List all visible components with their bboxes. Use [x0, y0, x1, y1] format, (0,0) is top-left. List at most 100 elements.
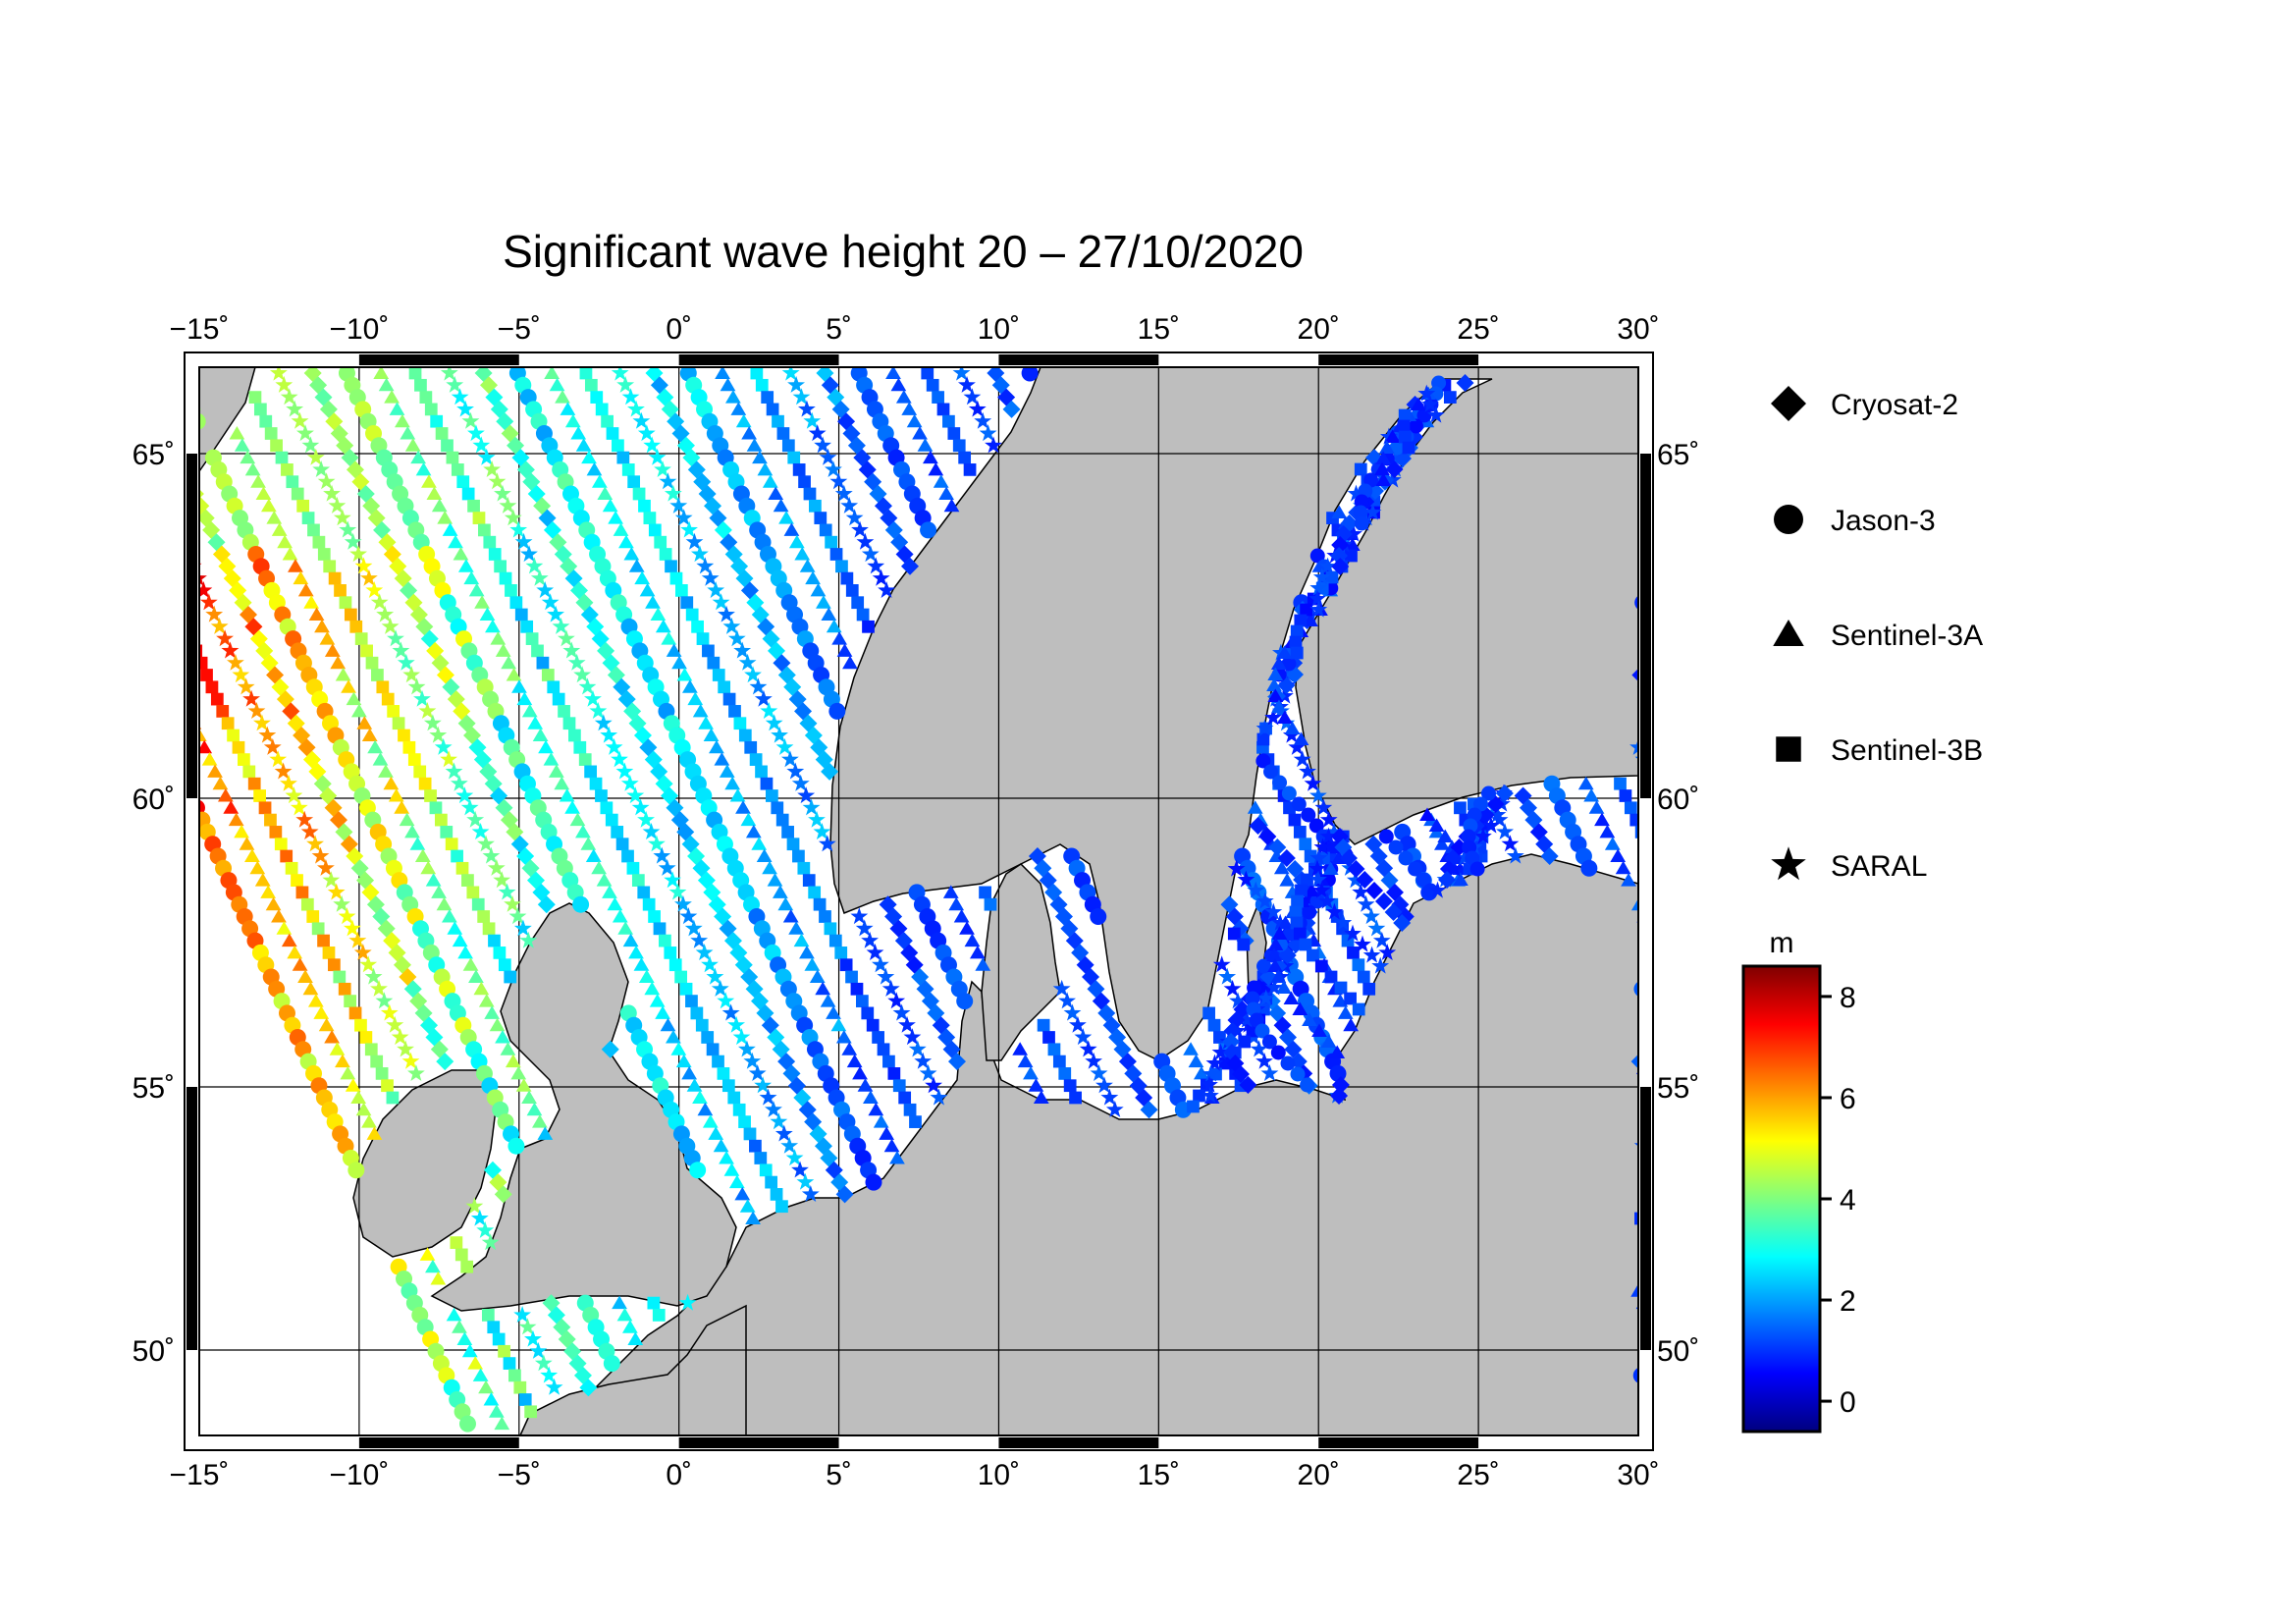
track-point [715, 367, 730, 379]
track-point [850, 907, 869, 925]
track-point [1291, 894, 1304, 908]
track-point [1354, 515, 1369, 531]
track-point [719, 764, 735, 778]
track-point [288, 559, 303, 572]
track-point [958, 375, 976, 393]
track-point [1347, 860, 1365, 878]
track-point [527, 716, 544, 730]
colorbar-unit: m [1770, 927, 1794, 959]
lat-tick-label-left: 50˚ [133, 1335, 175, 1368]
track-point [516, 691, 533, 706]
track-point [1193, 1089, 1205, 1103]
track-point [575, 438, 592, 452]
track-point [445, 762, 463, 780]
track-point [1384, 429, 1401, 443]
track-point [845, 970, 858, 984]
track-point [1183, 1042, 1199, 1055]
track-point [1023, 1065, 1039, 1080]
map-tick-labels: −15˚ −15˚ −10˚ −10˚ −5˚ −5˚ 0˚ 0˚ 5˚ 5˚ 10˚ 10˚ 15˚ 1… [133, 313, 1700, 1491]
track-point [446, 375, 464, 393]
track-point [845, 584, 859, 597]
track-point [504, 509, 522, 526]
track-point [493, 947, 507, 959]
track-point [797, 861, 811, 875]
track-point [1331, 558, 1350, 575]
track-point [334, 584, 347, 597]
track-point [712, 669, 725, 681]
track-point [816, 595, 831, 609]
track-point [1292, 1001, 1308, 1015]
track-point [229, 426, 245, 440]
lon-tick-label-top: 15˚ [1138, 313, 1180, 346]
track-point [1384, 903, 1403, 921]
track-point [735, 800, 751, 814]
track-point [752, 450, 768, 464]
track-point [437, 511, 454, 524]
track-point [1201, 1075, 1218, 1093]
track-point [1301, 807, 1316, 823]
colorbar-tick-label: 8 [1840, 982, 1856, 1014]
track-point [345, 1078, 361, 1092]
track-point [781, 439, 795, 453]
track-point [730, 402, 747, 415]
track-point [585, 848, 602, 862]
track-point [341, 679, 356, 693]
track-point [603, 1355, 620, 1373]
track-point [794, 547, 811, 561]
lon-tick-label-bottom: −10˚ [329, 1459, 389, 1491]
track-point [816, 367, 834, 382]
track-point [801, 1185, 820, 1202]
track-point [249, 860, 266, 875]
track-point [1330, 1087, 1349, 1105]
track-point [792, 849, 805, 863]
track-point [248, 391, 262, 404]
track-point [1374, 893, 1393, 910]
track-point [555, 390, 570, 404]
track-point [1212, 955, 1231, 973]
track-point [855, 919, 874, 937]
track-point [435, 427, 449, 440]
track-point [205, 605, 224, 622]
track-point [290, 798, 308, 816]
track-point [873, 1114, 889, 1128]
colorbar-tick-label: 4 [1840, 1184, 1856, 1217]
track-point [495, 643, 511, 657]
track-point [506, 668, 522, 681]
track-point [738, 729, 752, 742]
track-point [579, 1379, 598, 1397]
track-point [1276, 710, 1293, 724]
track-point [324, 643, 341, 657]
track-point [1398, 408, 1412, 422]
track-point [1074, 1028, 1093, 1046]
track-point [872, 568, 890, 586]
track-point [745, 1211, 761, 1224]
track-point [296, 424, 314, 442]
track-point [744, 666, 762, 683]
track-point [494, 1185, 512, 1204]
track-point [721, 1003, 740, 1021]
track-point [263, 737, 282, 755]
track-point [903, 1103, 917, 1116]
track-point [749, 1139, 762, 1153]
track-point [562, 717, 576, 730]
track-point [461, 874, 474, 887]
track-point [258, 801, 272, 815]
track-point [1495, 784, 1514, 802]
track-point [664, 871, 681, 889]
track-point [327, 883, 346, 900]
lon-tick-label-top: 0˚ [666, 313, 692, 346]
track-point [1205, 1054, 1224, 1071]
track-point [650, 607, 667, 621]
track-point [685, 532, 704, 550]
track-point [1362, 982, 1376, 996]
track-point [1393, 914, 1412, 932]
track-point [564, 800, 580, 814]
track-point [1272, 775, 1288, 790]
track-point [498, 1344, 510, 1358]
track-point [402, 740, 416, 754]
track-point [1375, 451, 1392, 464]
track-point [1090, 1064, 1108, 1081]
track-point [776, 427, 790, 440]
track-point [415, 461, 432, 476]
track-point [1352, 1002, 1365, 1016]
